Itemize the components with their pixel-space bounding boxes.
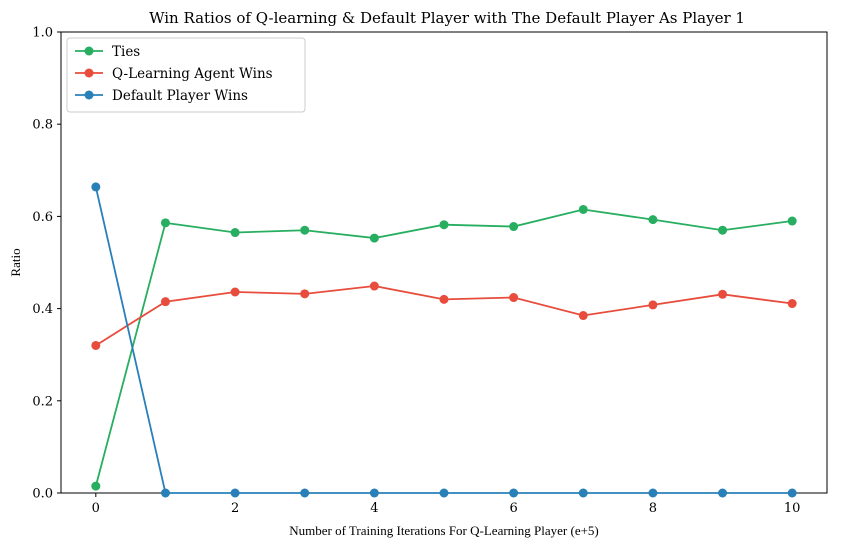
series-2 <box>91 182 797 498</box>
x-tick-label: 2 <box>231 501 239 516</box>
data-point <box>230 488 240 498</box>
data-point <box>718 289 728 299</box>
data-point <box>718 488 728 498</box>
x-tick-label: 10 <box>784 501 801 516</box>
series-line <box>94 186 793 494</box>
x-tick-label: 0 <box>92 501 100 516</box>
series-layer <box>91 182 797 498</box>
data-point <box>509 222 519 232</box>
legend-label: Ties <box>112 44 140 60</box>
y-axis-label: Ratio <box>8 248 23 276</box>
data-point <box>439 220 449 230</box>
data-point <box>369 281 379 291</box>
series-1 <box>91 281 797 350</box>
data-point <box>648 488 658 498</box>
data-point <box>369 488 379 498</box>
data-point <box>300 225 310 235</box>
data-point <box>578 311 588 321</box>
y-tick-label: 0.0 <box>32 487 53 502</box>
data-point <box>787 216 797 226</box>
chart-title: Win Ratios of Q-learning & Default Playe… <box>149 9 745 27</box>
legend-swatch-marker <box>84 90 94 100</box>
data-point <box>230 228 240 238</box>
y-tick-label: 0.2 <box>32 394 53 409</box>
data-point <box>648 300 658 310</box>
data-point <box>718 225 728 235</box>
y-tick-label: 0.8 <box>32 118 53 133</box>
data-point <box>578 488 588 498</box>
series-0 <box>91 204 797 491</box>
y-tick-label: 0.6 <box>32 210 53 225</box>
x-tick-label: 4 <box>370 501 378 516</box>
legend-label: Q-Learning Agent Wins <box>112 66 273 82</box>
legend-swatch-marker <box>84 46 94 56</box>
legend-item: Ties <box>75 44 140 60</box>
legend-box <box>66 37 306 113</box>
legend-swatch-marker <box>84 68 94 78</box>
data-point <box>439 294 449 304</box>
data-point <box>160 488 170 498</box>
data-point <box>439 488 449 498</box>
data-point <box>230 287 240 297</box>
series-line <box>94 208 793 487</box>
data-point <box>369 233 379 243</box>
legend-item: Q-Learning Agent Wins <box>75 66 273 82</box>
y-tick-label: 0.4 <box>32 302 53 317</box>
data-point <box>509 293 519 303</box>
data-point <box>160 218 170 228</box>
data-point <box>91 481 101 491</box>
legend-item: Default Player Wins <box>75 88 248 104</box>
data-point <box>578 204 588 214</box>
data-point <box>787 299 797 309</box>
data-point <box>300 488 310 498</box>
x-axis-ticks: 0 2 4 6 8 10 <box>92 493 801 516</box>
x-axis-label: Number of Training Iterations For Q-Lear… <box>289 523 599 538</box>
data-point <box>91 182 101 192</box>
data-point <box>648 215 658 225</box>
data-point <box>509 488 519 498</box>
data-point <box>160 297 170 307</box>
data-point <box>300 289 310 299</box>
data-point <box>91 340 101 350</box>
y-axis-ticks: 0.0 0.2 0.4 0.6 0.8 1.0 <box>32 26 61 502</box>
legend-label: Default Player Wins <box>112 88 248 104</box>
data-point <box>787 488 797 498</box>
x-tick-label: 6 <box>509 501 517 516</box>
x-tick-label: 8 <box>649 501 657 516</box>
y-tick-label: 1.0 <box>32 26 53 41</box>
legend: Ties Q-Learning Agent Wins Default Player … <box>66 37 306 113</box>
